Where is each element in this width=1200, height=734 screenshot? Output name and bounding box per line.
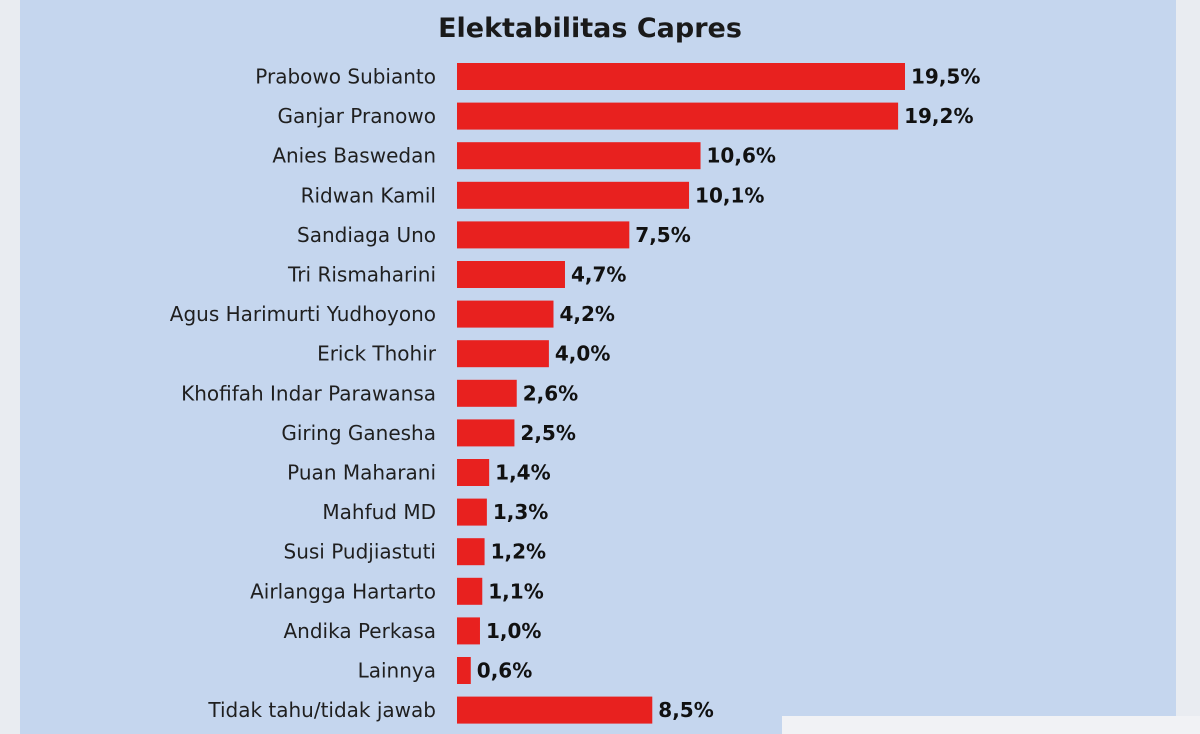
- category-label: Tri Rismaharini: [287, 263, 436, 287]
- value-label: 19,2%: [904, 104, 973, 128]
- category-label: Mahfud MD: [322, 500, 436, 524]
- bar: [457, 379, 517, 407]
- bar: [457, 340, 549, 368]
- corner-overlay: [782, 716, 1200, 734]
- category-label: Puan Maharani: [287, 461, 436, 485]
- bar: [457, 142, 701, 170]
- chart-title: Elektabilitas Capres: [438, 13, 742, 44]
- bars-layer: Prabowo Subianto 19,5% Ganjar Pranowo 19,2%…: [170, 63, 980, 724]
- value-label: 2,6%: [523, 381, 578, 405]
- category-label: Prabowo Subianto: [255, 65, 436, 89]
- bar: [457, 696, 653, 724]
- category-label: Airlangga Hartarto: [250, 579, 436, 603]
- bar: [457, 577, 483, 605]
- category-label: Tidak tahu/tidak jawab: [207, 698, 436, 722]
- value-label: 1,2%: [491, 540, 546, 564]
- value-label: 10,1%: [695, 183, 764, 207]
- value-label: 1,0%: [486, 619, 541, 643]
- category-label: Susi Pudjiastuti: [284, 540, 437, 564]
- value-label: 8,5%: [658, 698, 713, 722]
- bar: [457, 221, 630, 249]
- value-label: 2,5%: [520, 421, 575, 445]
- value-label: 1,4%: [495, 461, 550, 485]
- bar: [457, 300, 554, 328]
- value-label: 1,3%: [493, 500, 548, 524]
- category-label: Giring Ganesha: [281, 421, 436, 445]
- value-label: 1,1%: [488, 579, 543, 603]
- category-label: Andika Perkasa: [284, 619, 437, 643]
- bar: [457, 617, 480, 645]
- value-label: 10,6%: [707, 144, 776, 168]
- bar: [457, 459, 490, 486]
- bar: [457, 538, 485, 566]
- category-label: Anies Baswedan: [272, 144, 436, 168]
- bar: [457, 419, 515, 447]
- category-label: Sandiaga Uno: [297, 223, 436, 247]
- value-label: 7,5%: [635, 223, 690, 247]
- bar: [457, 181, 690, 209]
- value-label: 0,6%: [477, 659, 532, 683]
- bar: [457, 498, 487, 526]
- category-label: Ganjar Pranowo: [277, 104, 436, 128]
- value-label: 4,0%: [555, 342, 610, 366]
- value-label: 19,5%: [911, 65, 980, 89]
- category-label: Ridwan Kamil: [301, 183, 436, 207]
- bar: [457, 657, 471, 684]
- bar: [457, 261, 565, 288]
- bar: [457, 102, 899, 130]
- bar: [457, 63, 905, 90]
- category-label: Erick Thohir: [317, 342, 437, 366]
- category-label: Lainnya: [358, 659, 436, 683]
- category-label: Khofifah Indar Parawansa: [181, 381, 436, 405]
- value-label: 4,2%: [559, 302, 614, 326]
- category-label: Agus Harimurti Yudhoyono: [170, 302, 436, 326]
- value-label: 4,7%: [571, 263, 626, 287]
